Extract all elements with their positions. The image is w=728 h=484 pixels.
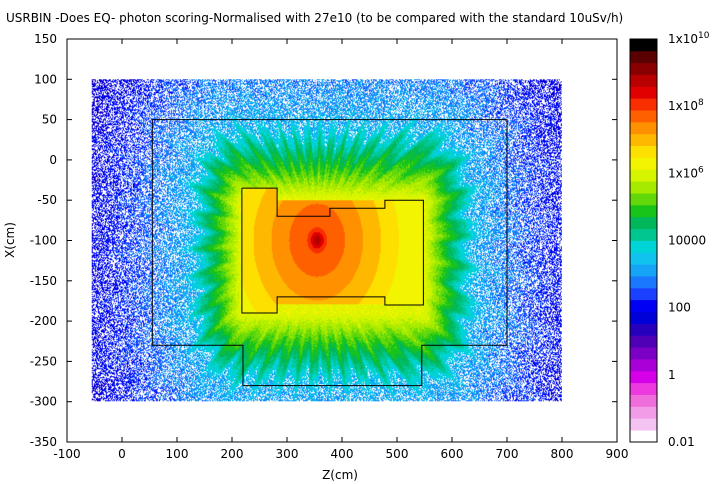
x-tick-label: 700 (496, 447, 519, 461)
geometry-outline-outer (151, 119, 508, 387)
colorbar: 1x1010 1x108 1x106 10000 100 1 0.01 (629, 31, 710, 449)
x-tick-label: 400 (331, 447, 354, 461)
plot-area (66, 38, 618, 443)
geometry-outline-inner (241, 187, 424, 314)
colorbar-segment (630, 287, 657, 301)
colorbar-label: 1 (668, 368, 676, 382)
colorbar-segment (630, 418, 657, 431)
colorbar-label: 10000 (668, 234, 706, 248)
colorbar-segment (630, 406, 657, 419)
colorbar-segment (630, 39, 657, 52)
colorbar-segment (630, 62, 657, 75)
colorbar-segment (630, 86, 657, 99)
colorbar-segment (630, 121, 657, 135)
colorbar-segment (630, 110, 657, 123)
chart-title: USRBIN -Does EQ- photon scoring-Normalis… (6, 11, 623, 25)
y-tick-label: -150 (30, 274, 57, 288)
colorbar-label: 1x108 (668, 98, 704, 113)
x-tick-label: 0 (118, 447, 126, 461)
y-tick-label: 150 (34, 32, 57, 46)
x-tick-label: 100 (166, 447, 189, 461)
y-tick-label: 0 (49, 153, 57, 167)
colorbar-segment (630, 228, 657, 241)
colorbar-segment (630, 157, 657, 170)
y-tick-label: -50 (37, 193, 57, 207)
colorbar-segment (630, 299, 657, 313)
colorbar-segment (630, 347, 657, 360)
y-tick-label: -100 (30, 234, 57, 248)
colorbar-segment (630, 382, 657, 395)
colorbar-segment (630, 193, 657, 206)
colorbar-segment (630, 98, 657, 111)
colorbar-label: 1x1010 (668, 31, 710, 46)
colorbar-segment (630, 264, 657, 277)
x-tick-label: 900 (606, 447, 629, 461)
x-axis-label: Z(cm) (322, 468, 358, 482)
x-axis: -100 0 100 200 300 400 500 600 700 800 900 (53, 39, 628, 461)
y-tick-label: -200 (30, 314, 57, 328)
colorbar-segment (630, 240, 657, 253)
colorbar-segment (630, 394, 657, 407)
colorbar-segment (630, 50, 657, 64)
colorbar-segment (630, 216, 657, 230)
colorbar-segment (630, 252, 657, 265)
y-axis: 150 100 50 0 -50 -100 -150 -200 -250 -300 -350 (30, 32, 617, 449)
colorbar-segment (630, 430, 657, 443)
y-tick-label: 100 (34, 72, 57, 86)
x-tick-label: -100 (53, 447, 80, 461)
colorbar-segment (630, 181, 657, 194)
colorbar-label: 100 (668, 301, 691, 315)
colorbar-segment (630, 74, 657, 87)
colorbar-frame (629, 38, 658, 443)
x-tick-label: 800 (551, 447, 574, 461)
heatmap-field (91, 79, 562, 402)
colorbar-segment (630, 133, 657, 147)
colorbar-segment (630, 145, 657, 158)
y-tick-label: -350 (30, 435, 57, 449)
y-tick-label: -300 (30, 395, 57, 409)
y-axis-label: X(cm) (3, 222, 17, 258)
colorbar-segment (630, 204, 657, 218)
colorbar-segment (630, 276, 657, 289)
colorbar-segment (630, 335, 657, 348)
colorbar-label: 0.01 (668, 435, 695, 449)
x-tick-label: 600 (441, 447, 464, 461)
colorbar-segment (630, 370, 657, 384)
x-tick-label: 500 (386, 447, 409, 461)
y-tick-label: -250 (30, 354, 57, 368)
colorbar-segment (630, 311, 657, 324)
colorbar-segment (630, 323, 657, 336)
colorbar-label: 1x106 (668, 165, 704, 180)
colorbar-segment (630, 359, 657, 372)
x-tick-label: 200 (221, 447, 244, 461)
colorbar-segment (630, 169, 657, 182)
y-tick-label: 50 (42, 113, 57, 127)
x-tick-label: 300 (276, 447, 299, 461)
